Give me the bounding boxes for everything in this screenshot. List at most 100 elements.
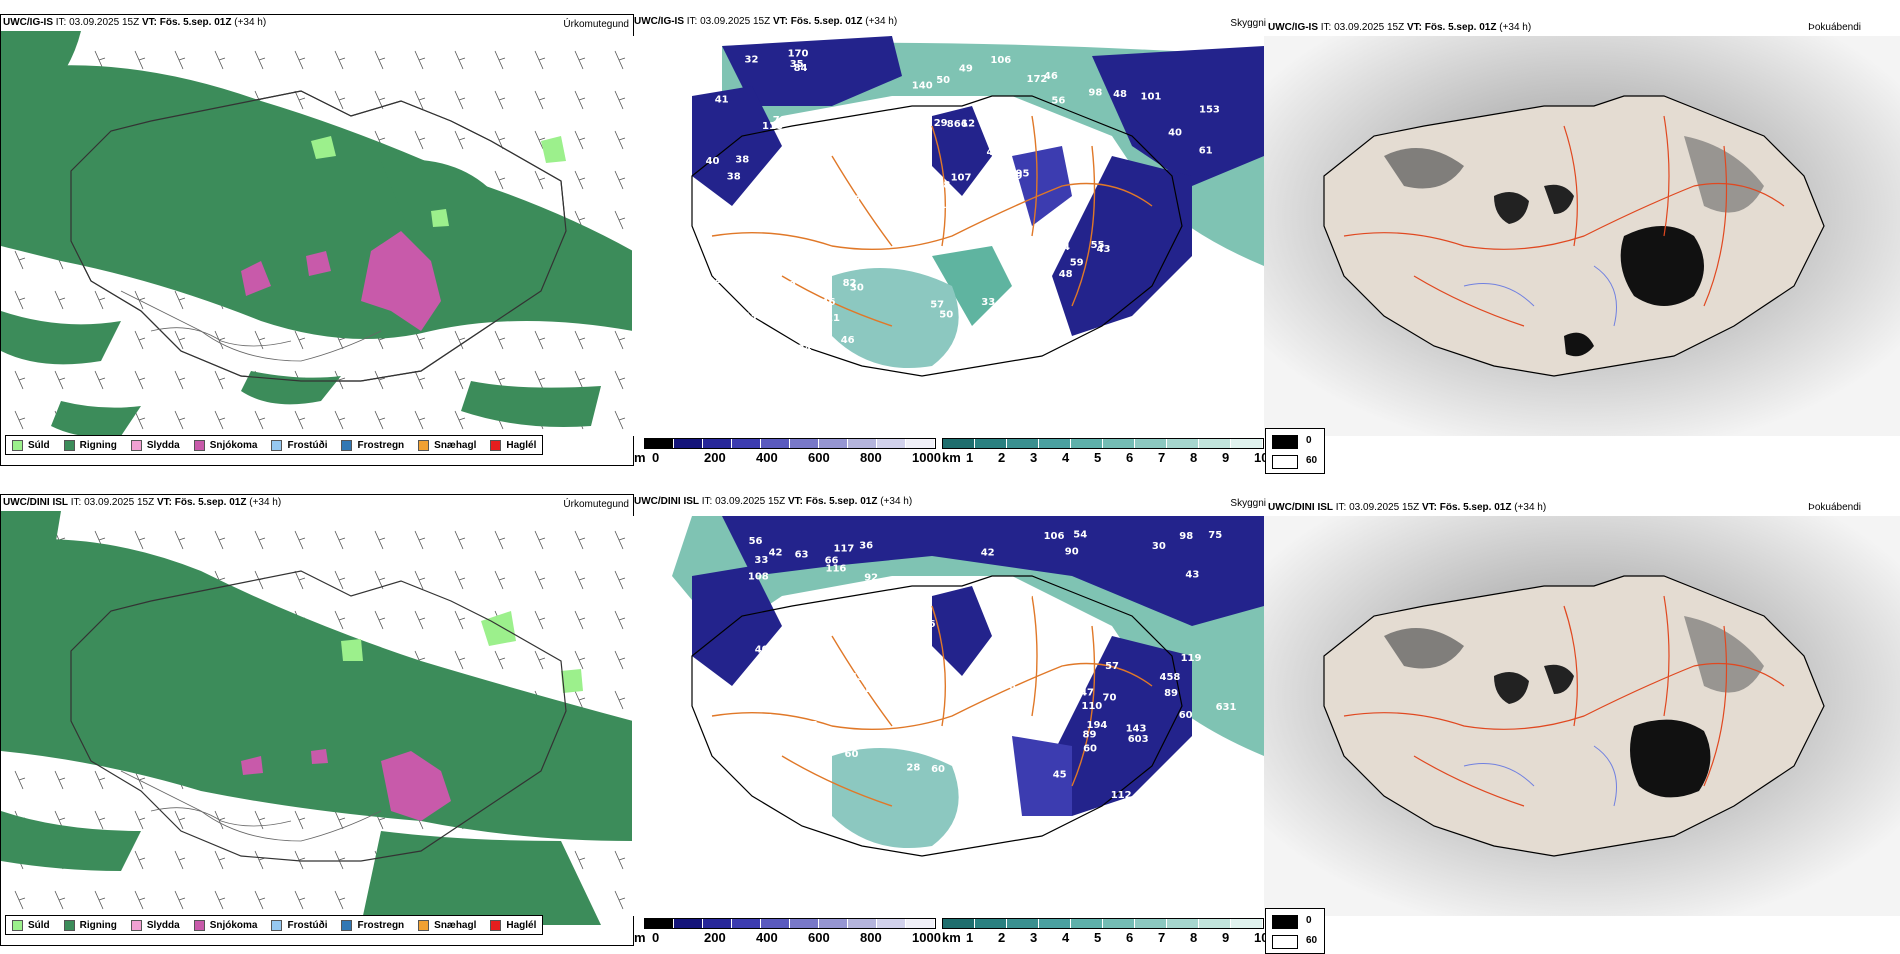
cloud-base-label: 46 (1044, 71, 1058, 82)
wind-barb (574, 570, 586, 590)
colorbar-segment (1199, 439, 1231, 448)
wind-barb (174, 890, 186, 910)
precip-legend-bottom: Súld Rigning Slydda Snjókoma Frostúði Frostre… (5, 915, 544, 935)
wind-barb (94, 810, 106, 830)
cloud-base-label: 90 (1065, 547, 1079, 558)
cloud-base-label: 28 (906, 763, 920, 774)
cloud-base-label: 106 (799, 672, 820, 683)
colorbar-segment (761, 919, 790, 928)
colorbar-segment (790, 919, 819, 928)
cloud-base-label: 116 (915, 619, 936, 630)
wind-barb (94, 770, 106, 790)
cloud-title-bottom: UWC/DINI ISL IT: 03.09.2025 15Z VT: Fös.… (634, 496, 913, 507)
cloud-base-label: 35 (749, 345, 763, 356)
colorbar-tick: 7 (1158, 930, 1166, 945)
wind-barb (574, 370, 586, 390)
wind-barb (414, 370, 426, 390)
cloud-base-label: 33 (981, 297, 995, 308)
legend-swatch (341, 919, 353, 931)
colorbar-tick: 0 (652, 450, 660, 465)
wind-barb (334, 530, 346, 550)
precip-legend-top: Súld Rigning Slydda Snjókoma Frostúði Frostre… (5, 435, 544, 455)
wind-barb (294, 330, 306, 350)
cloud-base-label: 125 (1051, 132, 1072, 143)
wind-barb (294, 570, 306, 590)
cloud-base-label: 101 (1141, 92, 1162, 103)
cloud-base-label: 85 (808, 730, 822, 741)
cloud-base-label: 70 (1148, 339, 1162, 350)
wind-barb (214, 50, 226, 70)
wind-barb (454, 650, 466, 670)
cloud-base-label: 92 (765, 794, 779, 805)
cloud-base-label: 35 (749, 746, 763, 757)
colorbar-segment (1135, 919, 1167, 928)
cloud-base-label: 110 (1081, 701, 1102, 712)
legend-swatch (418, 919, 430, 931)
legend-label: Súld (28, 439, 50, 451)
colorbar-segment (1039, 919, 1071, 928)
colorbar-segment (1103, 439, 1135, 448)
wind-barb (294, 410, 306, 430)
wind-barb (174, 850, 186, 870)
visibility-unit-bottom: km (942, 930, 961, 945)
legend-swatch (271, 919, 283, 931)
wind-barb (14, 410, 26, 430)
precip-panel-bottom: UWC/DINI ISL IT: 03.09.2025 15Z VT: Fös.… (0, 494, 634, 946)
colorbar-tick: 2 (998, 450, 1006, 465)
wind-barb (334, 410, 346, 430)
legend-label: Snjókoma (209, 439, 258, 451)
wind-barb (214, 530, 226, 550)
cloud-base-label: 89 (1164, 688, 1178, 699)
legend-item: Slydda (130, 919, 180, 931)
colorbar-tick: 7 (1158, 450, 1166, 465)
wind-barb (334, 90, 346, 110)
wind-barb (414, 570, 426, 590)
cloud-base-label: 121 (754, 750, 775, 761)
wind-barb (14, 250, 26, 270)
cloud-base-label: 56 (749, 536, 763, 547)
wind-barb (614, 650, 626, 670)
legend-label: Súld (28, 919, 50, 931)
cloud-base-label: 50 (936, 75, 950, 86)
wind-barb (534, 370, 546, 390)
cloud-base-label: 12 (1190, 339, 1204, 350)
wind-barb (254, 850, 266, 870)
wind-barb (574, 130, 586, 150)
wind-barb (574, 610, 586, 630)
colorbar-segment (1007, 919, 1039, 928)
wind-barb (534, 50, 546, 70)
wind-barb (534, 530, 546, 550)
wind-barb (374, 610, 386, 630)
wind-barb (254, 410, 266, 430)
wind-barb (174, 290, 186, 310)
colorbar-tick: 4 (1062, 450, 1070, 465)
cloud-base-label: 112 (1111, 790, 1132, 801)
wind-barb (294, 530, 306, 550)
wind-barb (334, 610, 346, 630)
wind-barb (494, 650, 506, 670)
wind-barb (494, 170, 506, 190)
wind-barb (414, 50, 426, 70)
cloud-base-label: 38 (735, 155, 749, 166)
cloud-base-label: 26 (1026, 590, 1040, 601)
colorbar-segment (848, 919, 877, 928)
cloud-base-label: 56 (1051, 95, 1065, 106)
wind-barb (374, 570, 386, 590)
cloud-base-label: 60 (845, 749, 859, 760)
wind-barb (614, 50, 626, 70)
colorbar-tick: 10 (1254, 450, 1269, 465)
colorbar-segment (877, 919, 906, 928)
cloud-base-label: 107 (951, 172, 972, 183)
wind-barb (414, 530, 426, 550)
wind-barb (494, 570, 506, 590)
cloud-base-label: 55 (1091, 240, 1105, 251)
colorbar-segment (1167, 439, 1199, 448)
fog-legend-top: 0 60 (1265, 428, 1325, 474)
wind-barb (534, 130, 546, 150)
colorbar-tick: 6 (1126, 930, 1134, 945)
cloud-base-label: 46 (841, 335, 855, 346)
cloud-panel-top: UWC/IG-IS IT: 03.09.2025 15Z VT: Fös. 5.… (632, 14, 1268, 470)
cloud-base-label: 116 (826, 564, 847, 575)
cloud-base-label: 866 (947, 119, 968, 130)
cloud-base-label: 117 (966, 714, 987, 725)
